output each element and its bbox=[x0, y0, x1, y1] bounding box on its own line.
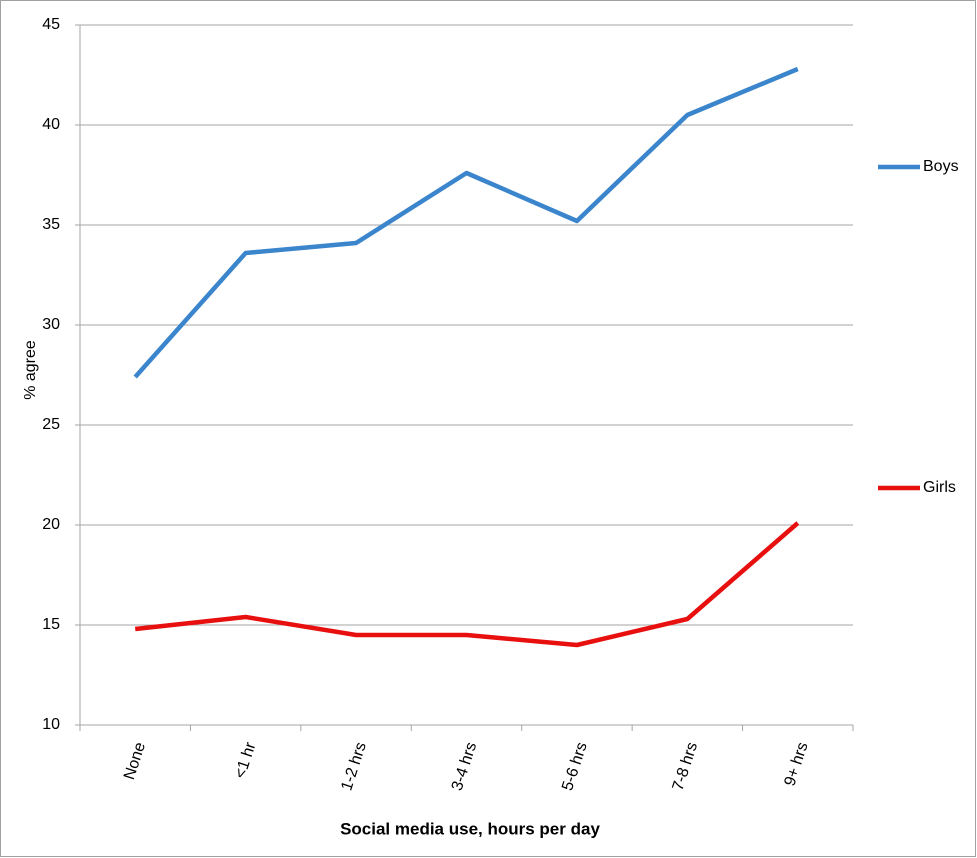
y-tick-label: 30 bbox=[42, 316, 60, 333]
y-axis-title: % agree bbox=[22, 340, 39, 400]
legend-label: Boys bbox=[923, 158, 959, 175]
x-axis-title: Social media use, hours per day bbox=[340, 819, 600, 838]
y-tick-label: 45 bbox=[42, 16, 60, 33]
legend-label: Girls bbox=[923, 479, 956, 496]
y-tick-label: 40 bbox=[42, 116, 60, 133]
series-line bbox=[133, 66, 799, 379]
series-line bbox=[134, 521, 800, 648]
y-tick-label: 15 bbox=[42, 616, 60, 633]
y-tick-label: 35 bbox=[42, 216, 60, 233]
y-tick-label: 10 bbox=[42, 716, 60, 733]
y-tick-label: 25 bbox=[42, 416, 60, 433]
y-tick-label: 20 bbox=[42, 516, 60, 533]
